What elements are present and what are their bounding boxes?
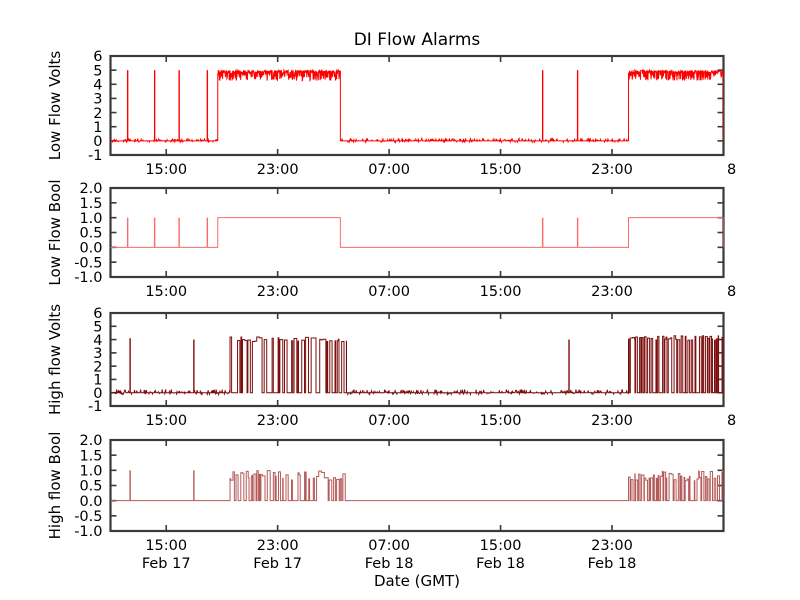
y-tick-label: 1	[93, 120, 102, 136]
data-trace	[110, 470, 724, 502]
y-tick-label: 2.0	[79, 433, 102, 449]
x-axis-label: Date (GMT)	[374, 572, 460, 590]
x-tick-label-date: Feb 17	[142, 556, 191, 572]
y-axis-label: High flow Bool	[46, 432, 64, 540]
x-tick-label-time: 23:00	[257, 162, 299, 178]
y-tick-label: 6	[93, 49, 102, 65]
y-tick-label: 0.0	[79, 241, 102, 257]
x-tick-label-time: 23:00	[591, 538, 633, 554]
x-tick-label-time: 15:00	[145, 284, 187, 300]
y-tick-label: 5	[93, 319, 102, 335]
y-tick-label: 2	[93, 359, 102, 375]
x-tick-label-time: 15:00	[480, 284, 522, 300]
x-tick-label-time: 23:00	[591, 162, 633, 178]
y-tick-label: -0.5	[74, 255, 102, 271]
x-tick-label-time: 07:00	[368, 284, 410, 300]
x-tick-label-date: Feb 17	[253, 556, 302, 572]
x-tick-label-time: 15:00	[145, 162, 187, 178]
x-tick-label-time: 07:00	[368, 538, 410, 554]
y-tick-label: 0.5	[79, 226, 102, 242]
y-axis-label: Low Flow Bool	[46, 179, 64, 285]
y-tick-label: 1	[93, 373, 102, 389]
panel-3: -1.0-0.50.00.51.01.52.0 15:00 Feb 17 23:00 F…	[46, 432, 725, 572]
y-tick-label: 1.5	[79, 448, 102, 464]
x-tick-label-time: 15:00	[480, 162, 522, 178]
x-tick-label-time: 07:00	[368, 413, 410, 429]
x-tick-label-time: 15:00	[480, 413, 522, 429]
y-tick-label: -1	[88, 399, 102, 415]
x-tick-label-date: Feb 18	[476, 556, 525, 572]
y-tick-label: 4	[93, 333, 102, 349]
y-tick-label: 5	[93, 63, 102, 79]
x-tick-label-time: 15:00	[480, 538, 522, 554]
x-tick-label-time: 23:00	[591, 284, 633, 300]
y-tick-label: 0	[93, 386, 102, 402]
y-tick-label: -0.5	[74, 509, 102, 525]
trace-group	[110, 335, 724, 397]
y-tick-label: 3	[93, 346, 102, 362]
x-tick-label-time: 15:00	[145, 538, 187, 554]
x-tick-label-time: 23:00	[591, 413, 633, 429]
y-tick-label: 0.0	[79, 494, 102, 510]
y-tick-label: 1.5	[79, 196, 102, 212]
y-tick-label: 1.0	[79, 464, 102, 480]
y-tick-label: 0.5	[79, 479, 102, 495]
x-tick-label-time: 07:00	[368, 162, 410, 178]
data-trace	[110, 68, 724, 144]
y-tick-label: 6	[93, 306, 102, 322]
panel-1: -1.0-0.50.00.51.01.52.0 15:00 23:00 07:00 15…	[46, 179, 725, 300]
x-tick-label-time: 23:00	[257, 413, 299, 429]
y-tick-label: 3	[93, 92, 102, 108]
data-trace	[110, 335, 724, 397]
axes-frame	[109, 311, 725, 408]
y-axis-label: High flow Volts	[46, 304, 64, 415]
y-axis-label: Low Flow Volts	[46, 51, 64, 161]
y-tick-label: 2.0	[79, 181, 102, 197]
y-tick-label: 2	[93, 106, 102, 122]
figure-title: DI Flow Alarms	[354, 30, 481, 50]
y-tick-label: 1.0	[79, 211, 102, 227]
x-tick-label-overflow: 8	[727, 413, 736, 429]
y-tick-label: 0	[93, 134, 102, 150]
x-tick-label-overflow: 8	[727, 284, 736, 300]
trace-group	[110, 217, 724, 248]
x-tick-label-overflow: 8	[727, 162, 736, 178]
trace-group	[110, 68, 724, 144]
y-tick-label: -1.0	[74, 270, 102, 286]
data-trace	[110, 217, 724, 248]
y-tick-label: -1	[88, 148, 102, 164]
x-tick-label-time: 15:00	[145, 413, 187, 429]
y-tick-label: 4	[93, 77, 102, 93]
x-tick-label-date: Feb 18	[365, 556, 414, 572]
trace-group	[110, 470, 724, 502]
axes-frame	[109, 186, 725, 279]
x-tick-label-time: 23:00	[257, 538, 299, 554]
y-tick-label: -1.0	[74, 524, 102, 540]
x-tick-label-date: Feb 18	[588, 556, 637, 572]
x-tick-label-time: 23:00	[257, 284, 299, 300]
